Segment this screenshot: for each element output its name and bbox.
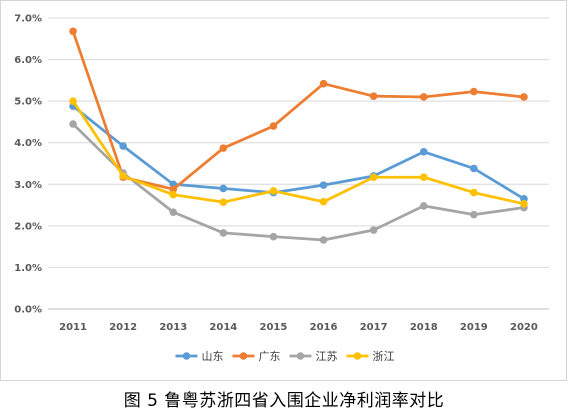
x-tick-label: 2015 — [260, 322, 288, 333]
data-point — [219, 198, 228, 206]
x-tick-label: 2012 — [109, 322, 137, 333]
data-point — [269, 122, 278, 130]
x-tick-label: 2013 — [159, 322, 187, 333]
y-tick-label: 2.0% — [14, 221, 42, 232]
data-point — [319, 236, 328, 244]
legend-label: 山东 — [202, 350, 224, 363]
y-tick-label: 4.0% — [14, 138, 42, 149]
legend-label: 江苏 — [316, 350, 338, 363]
data-point — [169, 185, 178, 194]
data-point — [269, 187, 278, 195]
data-point — [369, 92, 378, 100]
data-point — [269, 232, 278, 241]
data-point — [69, 97, 77, 105]
y-tick-label: 0.0% — [14, 305, 42, 316]
y-tick-label: 5.0% — [14, 97, 42, 108]
legend-swatch-marker — [182, 352, 191, 360]
legend-label: 广东 — [259, 350, 281, 363]
x-tick-label: 2011 — [59, 322, 87, 333]
y-tick-label: 3.0% — [14, 180, 42, 191]
data-point — [69, 120, 77, 128]
data-point — [369, 173, 378, 182]
data-point — [470, 164, 478, 173]
y-tick-label: 6.0% — [14, 55, 42, 66]
legend-swatch-marker — [353, 352, 362, 360]
data-point — [369, 226, 378, 234]
x-tick-label: 2017 — [360, 322, 388, 333]
data-point — [520, 200, 528, 208]
data-point — [470, 210, 478, 219]
data-point — [169, 208, 178, 216]
legend-label: 浙江 — [373, 350, 395, 363]
data-point — [69, 27, 77, 36]
data-point — [319, 197, 328, 206]
data-point — [419, 202, 428, 210]
data-point — [419, 173, 428, 182]
data-point — [419, 93, 428, 101]
x-tick-label: 2018 — [410, 322, 438, 333]
data-point — [119, 142, 127, 150]
y-tick-label: 1.0% — [14, 263, 42, 274]
data-point — [119, 172, 127, 180]
x-tick-label: 2016 — [310, 322, 338, 333]
data-point — [319, 181, 328, 189]
line-chart: 0.0% 1.0% 2.0% 3.0% 4.0% 5.0% 6.0% 7.0% 2011 2012… — [14, 14, 549, 363]
series-line — [71, 29, 526, 191]
data-point — [470, 87, 478, 96]
data-point — [219, 144, 228, 152]
data-point — [219, 184, 228, 193]
data-point — [470, 188, 478, 197]
data-point — [419, 148, 428, 156]
x-tick-label: 2020 — [510, 322, 538, 333]
data-point — [319, 79, 328, 88]
chart-area: 0.0% 1.0% 2.0% 3.0% 4.0% 5.0% 6.0% 7.0% 2011 2012… — [0, 0, 567, 381]
legend-swatch-marker — [296, 352, 305, 360]
figure-caption: 图 5 鲁粤苏浙四省入围企业净利润率对比 — [123, 391, 445, 411]
series-line — [71, 99, 526, 206]
y-tick-label: 7.0% — [14, 14, 42, 25]
x-tick-label: 2019 — [460, 322, 488, 333]
series-line — [71, 122, 526, 242]
data-point — [520, 93, 528, 101]
x-tick-label: 2014 — [209, 322, 237, 333]
data-point — [169, 190, 178, 199]
data-point — [219, 229, 228, 237]
legend-swatch-marker — [239, 352, 248, 360]
series-line — [71, 104, 526, 201]
